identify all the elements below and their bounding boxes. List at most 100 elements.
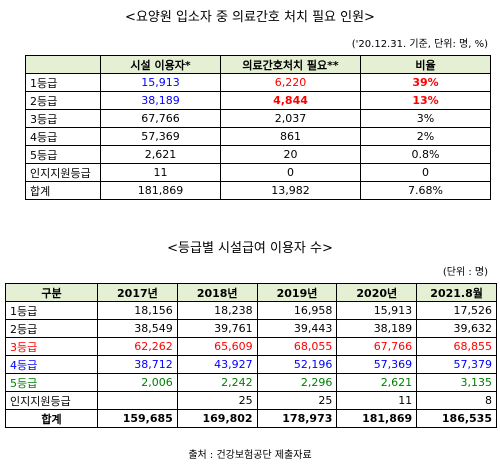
table2-note: (단위 : 명) [442,267,488,278]
cell [97,391,178,410]
cell: 2,296 [256,373,338,392]
cell: 2,621 [336,373,418,392]
header-cell: 2018년 [176,283,258,302]
cell: 52,196 [256,355,338,374]
cell: 57,369 [336,355,418,374]
cell: 57,369 [100,127,221,146]
table2: 구분 2017년 2018년 2019년 2020년 2021.8월 1등급 18,156 1… [5,283,497,428]
header-cell: 비율 [360,55,491,74]
cell: 67,766 [336,337,418,356]
cell: 181,869 [100,181,221,200]
table-row: 2등급 38,189 4,844 13% [25,91,491,110]
header-cell: 의료간호처치 필요** [220,55,361,74]
cell: 67,766 [100,109,221,128]
header-row: 구분 2017년 2018년 2019년 2020년 2021.8월 [5,283,497,302]
table-row: 1등급 18,156 18,238 16,958 15,913 17,526 [5,301,497,320]
cell: 159,685 [97,409,178,428]
cell: 17,526 [416,301,497,320]
cell: 2,242 [176,373,258,392]
cell: 57,379 [416,355,497,374]
table-row: 4등급 38,712 43,927 52,196 57,369 57,379 [5,355,497,374]
header-cell: 2021.8월 [416,283,497,302]
cell: 16,958 [256,301,338,320]
cell: 2,037 [220,109,361,128]
cell: 3,135 [416,373,497,392]
cell: 5등급 [25,145,101,164]
cell: 4등급 [5,355,98,374]
cell: 38,549 [97,319,178,338]
cell: 2등급 [25,91,101,110]
cell: 18,156 [97,301,178,320]
cell: 4,844 [220,91,361,110]
header-cell: 시설 이용자* [100,55,221,74]
cell: 3% [360,109,491,128]
cell: 38,712 [97,355,178,374]
table-row: 5등급 2,006 2,242 2,296 2,621 3,135 [5,373,497,392]
cell: 39,443 [256,319,338,338]
cell: 0.8% [360,145,491,164]
cell: 1등급 [25,73,101,92]
cell: 인지지원등급 [25,163,101,182]
header-cell: 2020년 [336,283,418,302]
cell: 25 [176,391,258,410]
cell: 11 [336,391,418,410]
header-cell: 구분 [5,283,98,302]
cell: 38,189 [100,91,221,110]
cell: 인지지원등급 [5,391,98,410]
table-row: 3등급 62,262 65,609 68,055 67,766 68,855 [5,337,497,356]
cell: 181,869 [336,409,418,428]
cell: 43,927 [176,355,258,374]
table2-title: <등급별 시설급여 이용자 수> [167,241,333,256]
cell: 13,982 [220,181,361,200]
cell: 65,609 [176,337,258,356]
cell: 186,535 [416,409,497,428]
cell: 38,189 [336,319,418,338]
cell: 15,913 [100,73,221,92]
cell: 1등급 [5,301,98,320]
table-row: 5등급 2,621 20 0.8% [25,145,491,164]
cell: 2,006 [97,373,178,392]
table1: 시설 이용자* 의료간호처치 필요** 비율 1등급 15,913 6,220 39% 2등… [25,55,491,200]
cell: 2% [360,127,491,146]
table1-title: <요양원 입소자 중 의료간호 처치 필요 인원> [125,10,375,25]
cell: 3등급 [5,337,98,356]
cell: 3등급 [25,109,101,128]
cell: 2등급 [5,319,98,338]
cell: 2,621 [100,145,221,164]
cell: 0 [220,163,361,182]
header-cell [25,55,101,74]
table-row: 1등급 15,913 6,220 39% [25,73,491,92]
header-cell: 2019년 [256,283,338,302]
cell: 861 [220,127,361,146]
cell: 68,055 [256,337,338,356]
cell: 6,220 [220,73,361,92]
cell: 39,632 [416,319,497,338]
cell: 18,238 [176,301,258,320]
cell: 169,802 [176,409,258,428]
header-row: 시설 이용자* 의료간호처치 필요** 비율 [25,55,491,74]
cell: 5등급 [5,373,98,392]
cell: 0 [360,163,491,182]
cell: 15,913 [336,301,418,320]
cell: 13% [360,91,491,110]
cell: 4등급 [25,127,101,146]
cell: 62,262 [97,337,178,356]
cell: 39,761 [176,319,258,338]
table-row: 3등급 67,766 2,037 3% [25,109,491,128]
cell: 178,973 [256,409,338,428]
table1-note: ('20.12.31. 기준, 단위: 명, %) [351,39,488,50]
cell: 20 [220,145,361,164]
cell: 39% [360,73,491,92]
table-row: 합계 181,869 13,982 7.68% [25,181,491,200]
table-row: 합계 159,685 169,802 178,973 181,869 186,535 [5,409,497,428]
cell: 합계 [25,181,101,200]
header-cell: 2017년 [97,283,178,302]
cell: 8 [416,391,497,410]
cell: 68,855 [416,337,497,356]
table-row: 인지지원등급 25 25 11 8 [5,391,497,410]
table-row: 인지지원등급 11 0 0 [25,163,491,182]
cell: 합계 [5,409,98,428]
table-row: 2등급 38,549 39,761 39,443 38,189 39,632 [5,319,497,338]
table-row: 4등급 57,369 861 2% [25,127,491,146]
